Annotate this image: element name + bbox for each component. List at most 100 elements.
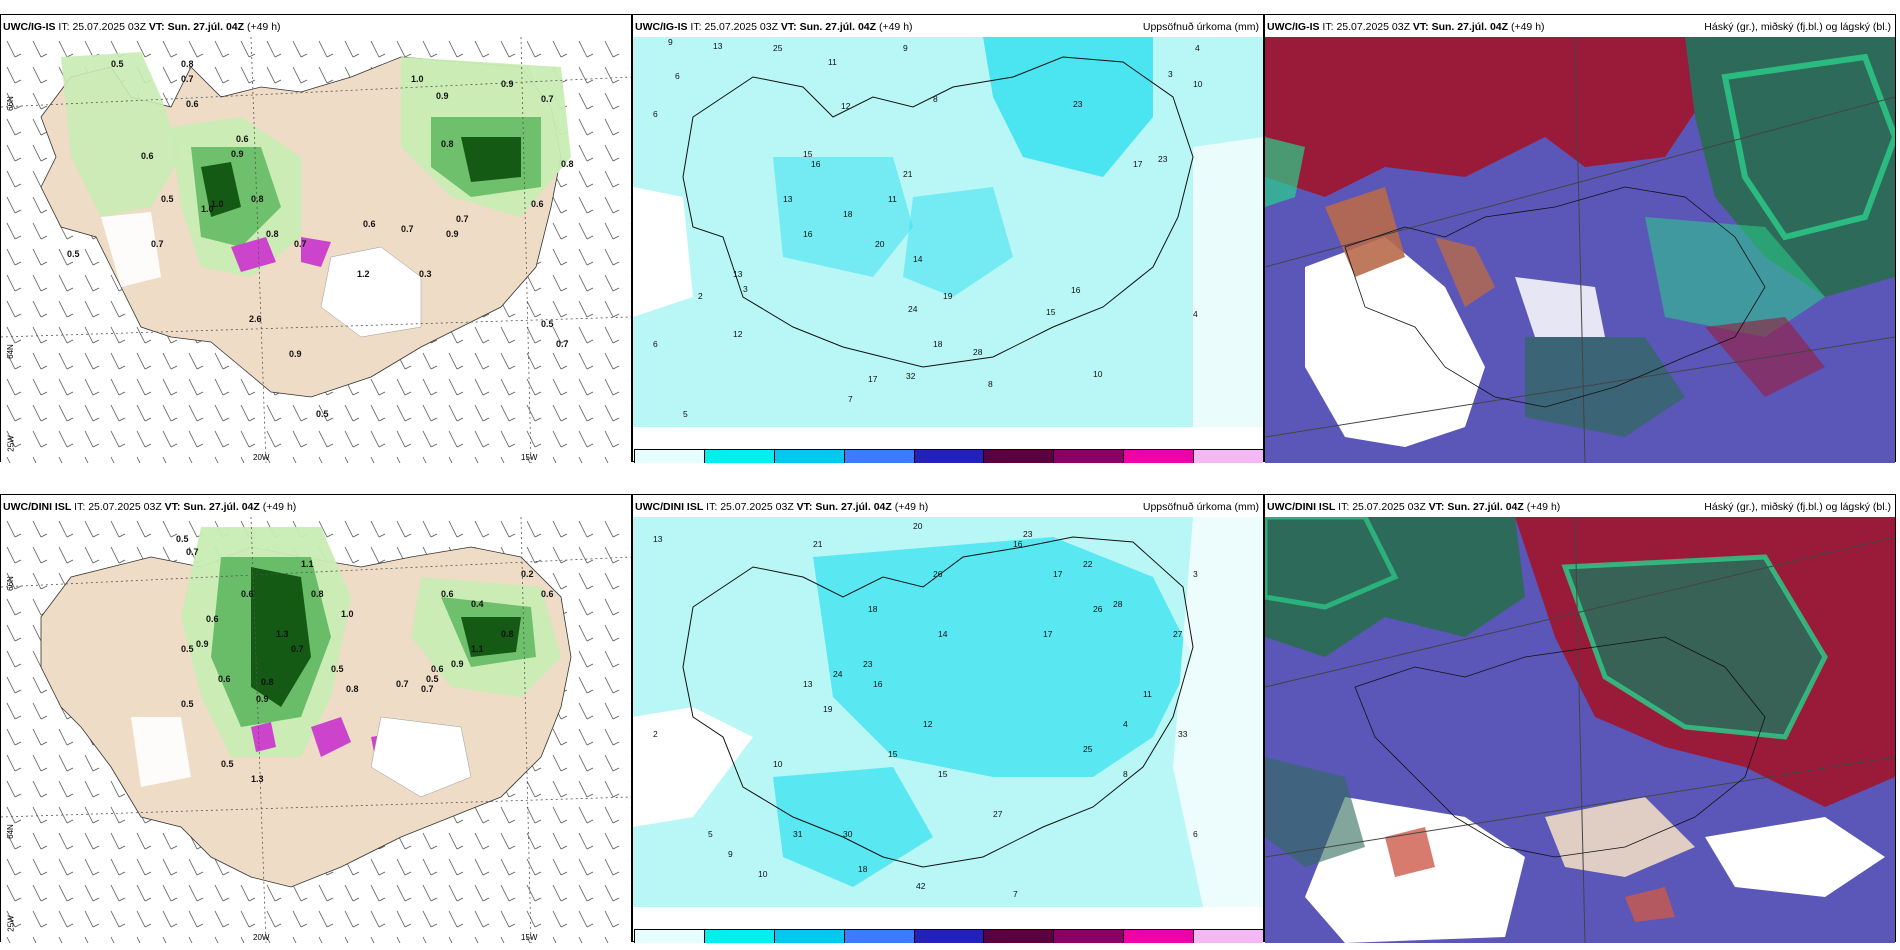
wind-value-label: 0.7: [151, 239, 164, 249]
precip-value: 21: [903, 169, 913, 179]
wind-value-label: 2.6: [249, 314, 262, 324]
wind-value-label: 1.3: [276, 629, 289, 639]
wind-value-label: 0.9: [196, 639, 209, 649]
precip-value: 19: [943, 291, 953, 301]
precip-value: 24: [833, 669, 843, 679]
model-name: UWC/DINI ISL: [635, 501, 704, 513]
precip-value: 5: [708, 829, 713, 839]
wind-value-label: 1.3: [251, 774, 264, 784]
wind-value-label: 0.7: [556, 339, 569, 349]
wind-value-label: 0.8: [311, 589, 324, 599]
precip-accum-map-svg: 9 13 25 11 9 6 4 3 6 12 15 16 23 8 10 11…: [633, 37, 1263, 427]
precip-value: 12: [733, 329, 743, 339]
precip-value: 11: [888, 194, 897, 204]
wind-value-label: 0.7: [291, 644, 304, 654]
precip-value: 26: [1093, 604, 1103, 614]
wind-value-label: 0.9: [501, 79, 514, 89]
wind-value-label: 0.5: [111, 59, 124, 69]
valid-time: Sun. 27.júl. 04Z: [183, 501, 260, 513]
precip-value: 23: [1023, 529, 1033, 539]
model-name: UWC/IG-IS: [635, 21, 688, 33]
precip-value: 9: [728, 849, 733, 859]
wind-value-label: 0.6: [531, 199, 544, 209]
precip-value: 16: [811, 159, 821, 169]
valid-label: VT:: [796, 501, 813, 513]
lat-label: 64N: [5, 344, 15, 359]
wind-value-label: 0.8: [266, 229, 279, 239]
precip-value: 12: [923, 719, 933, 729]
wind-value-label: 0.6: [236, 134, 249, 144]
precip-value: 10: [1093, 369, 1103, 379]
colorbar-segment: [844, 930, 915, 943]
colorbar-segment: [635, 450, 705, 463]
wind-value-label: 0.5: [316, 409, 329, 419]
precip-value: 3: [1168, 69, 1173, 79]
wind-value-label: 0.4: [471, 599, 484, 609]
lat-label: 66N: [5, 576, 15, 591]
precip-accum-map: 9 13 25 11 9 6 4 3 6 12 15 16 23 8 10 11…: [633, 37, 1263, 463]
lon-label: 25W: [6, 915, 16, 932]
issue-label: IT:: [690, 21, 702, 33]
precip-value: 10: [758, 869, 768, 879]
wind-value-label: 0.5: [331, 664, 344, 674]
issue-label: IT:: [74, 501, 86, 513]
precip-value: 9: [668, 37, 673, 47]
wind-value-label: 0.7: [181, 74, 194, 84]
precip-value: 16: [873, 679, 883, 689]
wind-value-label: 1.0: [211, 199, 224, 209]
panel-top-middle: UWC/IG-IS IT: 25.07.2025 03Z VT: Sun. 27…: [632, 14, 1264, 463]
panel-top-right: UWC/IG-IS IT: 25.07.2025 03Z VT: Sun. 27…: [1264, 14, 1896, 463]
precip-accum-map-svg: 13 21 10 20 16 23 17 28 18 25 26 22 14 1…: [633, 517, 1263, 907]
lead-time: (+49 h): [1526, 501, 1561, 513]
valid-time: Sun. 27.júl. 04Z: [1447, 501, 1524, 513]
precip-value-group: 13 21 10 20 16 23 17 28 18 25 26 22 14 1…: [653, 521, 1198, 899]
colorbar-segment: [704, 930, 775, 943]
wind-precip-map-svg: 0.5 0.8 0.7 0.6 0.6 1.0 0.8 0.5 0.7 0.6 …: [1, 37, 631, 463]
precip-value: 26: [933, 569, 943, 579]
lead-time: (+49 h): [1510, 21, 1545, 33]
valid-label: VT:: [164, 501, 181, 513]
wind-value-label: 1.1: [301, 559, 314, 569]
colorbar-segment: [1194, 450, 1263, 463]
wind-value-label: 0.8: [251, 194, 264, 204]
precip-value: 2: [653, 729, 658, 739]
precip-value: 9: [903, 43, 908, 53]
panel-header: UWC/DINI ISL IT: 25.07.2025 03Z VT: Sun.…: [635, 497, 1261, 517]
issue-time: 25.07.2025 03Z: [720, 501, 794, 513]
iceland-outline: [682, 536, 1194, 868]
precip-value: 17: [1043, 629, 1053, 639]
precip-value: 8: [1123, 769, 1128, 779]
map-title: Uppsöfnuð úrkoma (mm): [1142, 501, 1259, 513]
precip-value: 4: [1195, 43, 1200, 53]
issue-time: 25.07.2025 03Z: [1352, 501, 1426, 513]
precip-value: 21: [813, 539, 823, 549]
colorbar-segment: [844, 450, 915, 463]
wind-value-label: 0.9: [451, 659, 464, 669]
issue-time: 25.07.2025 03Z: [72, 21, 146, 33]
precip-value: 10: [1193, 79, 1203, 89]
wind-value-label: 0.6: [241, 589, 254, 599]
precip-value: 24: [908, 304, 918, 314]
wind-value-label: 0.6: [541, 589, 554, 599]
precip-value: 20: [913, 521, 923, 531]
precip-value: 6: [1193, 829, 1198, 839]
precip-value: 23: [1158, 154, 1168, 164]
precip-value: 10: [773, 759, 783, 769]
panel-bottom-middle: UWC/DINI ISL IT: 25.07.2025 03Z VT: Sun.…: [632, 494, 1264, 943]
wind-value-label: 0.7: [396, 679, 409, 689]
lon-label: 15W: [521, 933, 538, 942]
panel-header: UWC/DINI ISL IT: 25.07.2025 03Z VT: Sun.…: [1267, 497, 1893, 517]
lead-time: (+49 h): [246, 21, 281, 33]
wind-value-label: 0.6: [186, 99, 199, 109]
precip-value: 25: [773, 43, 783, 53]
precip-label-group: 0.5 0.7 0.6 0.5 0.9 1.1 0.8 0.6 1.3 0.7 …: [176, 534, 554, 784]
precip-value: 28: [973, 347, 983, 357]
precip-value: 16: [1071, 285, 1081, 295]
precip-value: 18: [933, 339, 943, 349]
lat-label: 64N: [5, 824, 15, 839]
lon-label: 25W: [6, 435, 16, 452]
colorbar-segment: [914, 450, 985, 463]
precip-value-group: 9 13 25 11 9 6 4 3 6 12 15 16 23 8 10 11…: [653, 37, 1203, 419]
panel-header: UWC/DINI ISL IT: 25.07.2025 03Z VT: Sun.…: [3, 497, 629, 517]
issue-time: 25.07.2025 03Z: [88, 501, 162, 513]
